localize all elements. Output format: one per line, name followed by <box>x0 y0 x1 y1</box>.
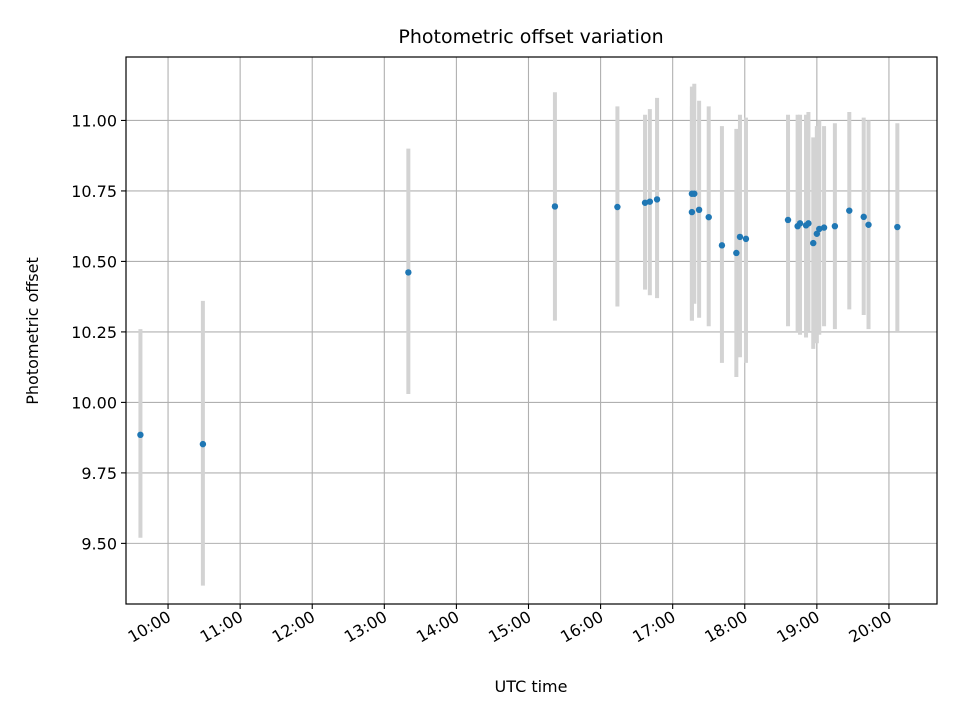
data-point <box>733 249 740 257</box>
x-axis-label: UTC time <box>495 677 568 696</box>
grid <box>126 57 937 604</box>
y-tick-label: 9.50 <box>81 534 117 553</box>
data-point <box>816 225 823 233</box>
data-point <box>894 223 901 231</box>
data-point <box>805 220 812 227</box>
x-tick-label: 12:00 <box>269 607 318 647</box>
data-point <box>860 213 867 221</box>
x-tick-label: 15:00 <box>485 607 534 647</box>
data-point <box>796 220 804 227</box>
data-point <box>695 206 703 214</box>
data-point <box>641 199 649 206</box>
plot-frame <box>125 56 938 605</box>
data-point <box>405 269 412 276</box>
data-point <box>551 203 559 210</box>
data-point <box>846 207 853 214</box>
y-tick-label: 11.00 <box>71 111 117 130</box>
x-tick-label: 16:00 <box>557 607 606 647</box>
x-tick-label: 20:00 <box>846 607 895 647</box>
data-point <box>199 440 207 448</box>
x-tick-label: 10:00 <box>125 607 174 647</box>
y-tick-label: 10.00 <box>71 393 117 412</box>
x-tick-label: 11:00 <box>197 607 246 647</box>
data-point <box>688 208 696 216</box>
data-point <box>691 190 698 197</box>
data-point <box>137 431 144 439</box>
data-point <box>718 242 726 249</box>
data-point <box>820 224 828 231</box>
y-tick-label: 10.50 <box>71 252 117 271</box>
x-axis: 10:00 11:00 12:00 13:00 14:00 15:00 16:00 17:00… <box>125 604 895 647</box>
data-point <box>742 235 750 243</box>
y-axis-label: Photometric offset <box>23 257 42 405</box>
data-point <box>810 239 817 247</box>
y-axis: 9.50 9.75 10.00 10.25 10.50 10.75 11.00 <box>71 111 126 553</box>
y-tick-label: 10.25 <box>71 323 117 342</box>
data-points <box>137 190 901 448</box>
x-tick-label: 14:00 <box>413 607 462 647</box>
data-point <box>736 233 744 241</box>
y-tick-label: 9.75 <box>81 464 117 483</box>
data-point <box>813 230 821 237</box>
data-point <box>831 222 839 230</box>
data-point <box>705 213 712 221</box>
chart-title: Photometric offset variation <box>398 26 663 48</box>
error-bars <box>138 83 900 586</box>
y-tick-label: 10.75 <box>71 182 117 201</box>
x-tick-label: 17:00 <box>629 607 678 647</box>
data-point <box>865 221 872 228</box>
data-point <box>784 216 792 224</box>
x-tick-label: 13:00 <box>341 607 390 647</box>
x-tick-label: 19:00 <box>773 607 822 647</box>
data-point <box>646 198 654 205</box>
data-point <box>614 203 621 211</box>
data-point <box>653 196 661 203</box>
x-tick-label: 18:00 <box>701 607 750 647</box>
